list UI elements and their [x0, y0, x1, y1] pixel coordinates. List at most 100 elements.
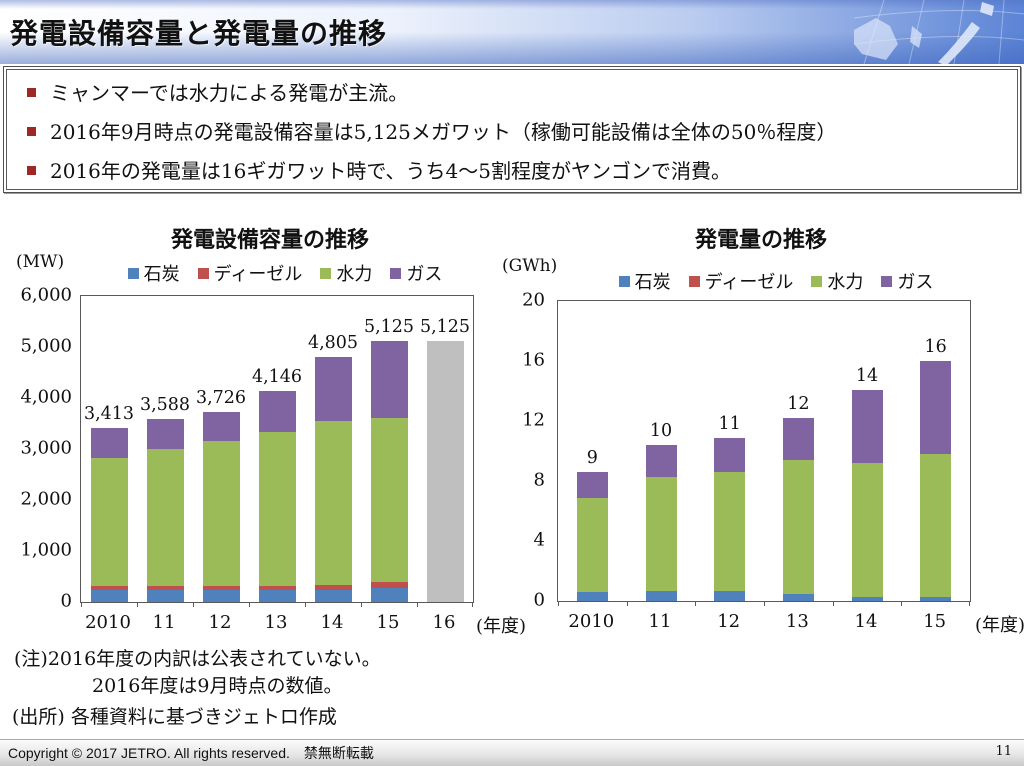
x-axis-labels: 2010 11 12 13 14 15 16	[80, 612, 474, 638]
legend-item: 石炭	[618, 268, 671, 294]
bar-segment	[314, 590, 352, 602]
bar-segment	[202, 441, 240, 586]
bar-segment	[576, 592, 608, 601]
x-axis-tick	[193, 602, 194, 607]
y-tick-label: 0	[533, 589, 545, 611]
bar-total-label: 4,146	[251, 366, 303, 387]
legend-swatch-icon	[618, 275, 630, 287]
legend-swatch-icon	[320, 267, 332, 279]
x-tick-label: 15	[376, 612, 400, 633]
y-tick-label: 5,000	[20, 335, 72, 357]
legend-label: 水力	[827, 272, 864, 293]
x-axis-tick	[969, 601, 970, 606]
y-tick-label: 6,000	[20, 284, 72, 306]
x-axis-tick	[417, 602, 418, 607]
plot-area: 3,413 3,588 3,726 4,146 4,805 5,125 5,125	[80, 295, 474, 607]
bar-segment	[146, 449, 184, 586]
legend-item: 石炭	[127, 260, 180, 286]
source-note: (出所) 各種資料に基づきジェトロ作成	[12, 706, 337, 728]
bullet-square-icon	[27, 88, 36, 97]
bar-segment	[314, 356, 352, 422]
bar-segment	[202, 590, 240, 602]
footnote-2: 2016年度は9月時点の数値。	[92, 675, 343, 697]
y-tick-label: 3,000	[20, 437, 72, 459]
y-axis: 6,000 5,000 4,000 3,000 2,000 1,000 0	[6, 285, 72, 612]
bar-segment	[920, 596, 952, 601]
copyright-text: Copyright © 2017 JETRO. All rights reser…	[8, 745, 290, 761]
bullet-text: 2016年9月時点の発電設備容量は5,125メガワット（稼働可能設備は全体の50…	[50, 120, 837, 144]
bar-segment	[645, 590, 677, 601]
x-tick-label: 15	[923, 611, 947, 632]
bar-segment	[851, 389, 883, 463]
bar-segment	[90, 427, 128, 459]
capacity-chart: 発電設備容量の推移 (MW) 石炭 ディーゼル 水力 ガス 6,000 5,000 4,0…	[6, 218, 534, 650]
legend-label: 水力	[336, 264, 373, 285]
x-axis-tick	[472, 602, 473, 607]
summary-box: ミャンマーでは水力による発電が主流。 2016年9月時点の発電設備容量は5,12…	[3, 66, 1021, 193]
bar-total-label: 5,125	[419, 316, 471, 337]
header-bar: 発電設備容量と発電量の推移	[0, 0, 1024, 64]
bar-segment	[146, 585, 184, 591]
plot-area: 9 10 11 12 14 16	[557, 300, 971, 606]
bar-segment	[782, 460, 814, 594]
legend-swatch-icon	[688, 275, 700, 287]
chart-legend: 石炭 ディーゼル 水力 ガス	[528, 268, 1024, 294]
bar-segment	[90, 585, 128, 591]
bar-segment	[851, 596, 883, 601]
bar-segment	[314, 585, 352, 591]
chart-legend: 石炭 ディーゼル 水力 ガス	[36, 260, 534, 286]
bar-total-label: 10	[649, 421, 673, 441]
x-tick-label: 11	[152, 612, 176, 633]
y-tick-label: 2,000	[20, 488, 72, 510]
bar-segment	[146, 590, 184, 602]
bullet-item: ミャンマーでは水力による発電が主流。	[21, 80, 1003, 106]
chart-title: 発電量の推移	[694, 227, 827, 253]
bar-segment	[851, 463, 883, 597]
bar-segment	[258, 431, 296, 586]
no-reproduction-text: 禁無断転載	[303, 745, 374, 761]
bullet-text: 2016年の発電量は16ギガワット時で、うち4～5割程度がヤンゴンで消費。	[50, 159, 731, 183]
bar-segment	[370, 588, 408, 602]
legend-swatch-icon	[390, 267, 402, 279]
footnote-1: (注)2016年度の内訳は公表されていない。	[14, 648, 381, 670]
x-axis-tick	[695, 601, 697, 606]
y-axis: 20 16 12 8 4 0	[498, 290, 545, 611]
x-tick-label: 13	[264, 612, 288, 633]
x-tick-label: 12	[208, 612, 232, 633]
bar-segment	[714, 437, 746, 472]
bar-total-label: 16	[924, 337, 947, 357]
bullet-square-icon	[27, 166, 36, 175]
x-axis-tick	[81, 602, 82, 607]
x-tick-label: 2010	[568, 611, 615, 632]
bar-segment	[426, 340, 464, 602]
bar-segment	[370, 581, 408, 589]
x-tick-label: 12	[717, 611, 741, 632]
bar-segment	[314, 421, 352, 586]
bullet-item: 2016年の発電量は16ギガワット時で、うち4～5割程度がヤンゴンで消費。	[21, 158, 1003, 184]
bar-total-label: 12	[787, 394, 810, 414]
x-tick-label: 13	[785, 611, 809, 632]
legend-label: ガス	[406, 264, 443, 285]
x-tick-label: 14	[854, 611, 878, 632]
chart-title: 発電設備容量の推移	[170, 227, 369, 253]
asia-map-decoration	[854, 0, 1024, 64]
x-axis-unit: (年度)	[975, 615, 1024, 636]
bullet-item: 2016年9月時点の発電設備容量は5,125メガワット（稼働可能設備は全体の50…	[21, 119, 1003, 145]
y-tick-label: 20	[522, 289, 545, 311]
bar-total-label: 11	[718, 413, 741, 434]
bar-segment	[370, 417, 408, 582]
bar-segment	[258, 590, 296, 602]
bar-total-label: 3,588	[139, 395, 191, 416]
page-number: 11	[995, 744, 1012, 759]
x-axis-tick	[137, 602, 138, 607]
legend-item: 水力	[320, 260, 372, 286]
bar-total-label: 5,125	[363, 316, 415, 337]
bar-segment	[146, 419, 184, 449]
bar-segment	[920, 454, 952, 597]
bar-segment	[258, 390, 296, 432]
y-axis-unit: (MW)	[16, 252, 65, 272]
bar-segment	[645, 476, 677, 591]
legend-label: 石炭	[634, 272, 671, 293]
legend-item: ガス	[881, 268, 933, 294]
